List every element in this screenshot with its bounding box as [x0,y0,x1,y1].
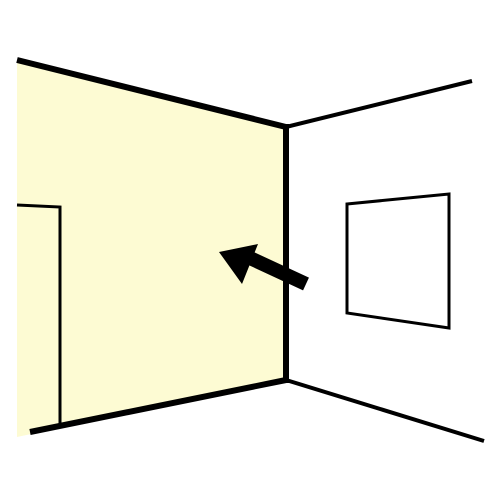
left-wall-highlight [17,60,286,437]
left-floor-edge [29,377,287,435]
window-frame [345,192,451,330]
doorway-outline [16,203,62,424]
left-ceiling-edge [16,57,287,130]
pointer-arrow-shaft [247,251,309,291]
pointer-arrow-head [219,244,258,284]
right-floor-edge [285,378,485,443]
right-ceiling-edge [285,79,473,129]
pointer-arrow [219,244,309,291]
